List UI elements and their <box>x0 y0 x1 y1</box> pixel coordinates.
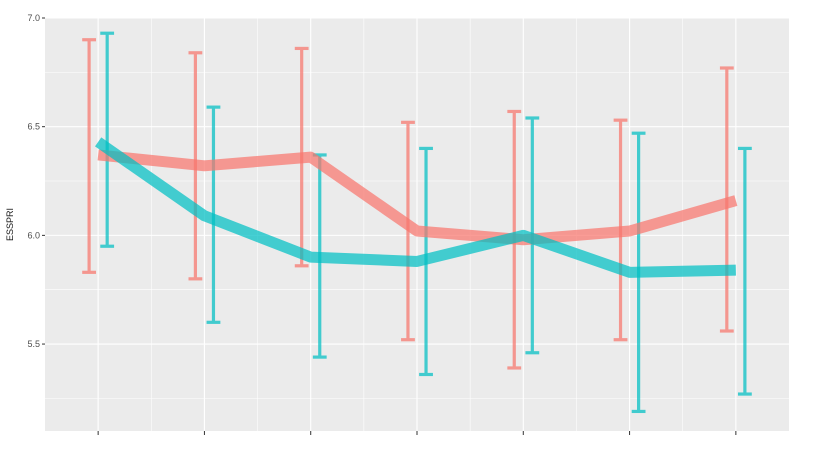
y-tick-label: 5.5 <box>27 339 40 349</box>
y-tick-label: 7.0 <box>27 13 40 23</box>
series-line <box>97 149 738 246</box>
series-lines <box>95 137 738 278</box>
y-tick-label: 6.0 <box>27 230 40 240</box>
error-bar <box>100 31 115 248</box>
y-axis-title: ESSPRI <box>5 208 15 241</box>
series-line <box>95 137 736 278</box>
axes: 5.5 6.0 6.5 7.0 <box>27 13 737 435</box>
major-gridlines <box>45 17 789 431</box>
y-tick-label: 6.5 <box>27 122 40 132</box>
error-bar <box>82 38 97 274</box>
error-bar <box>737 146 752 396</box>
